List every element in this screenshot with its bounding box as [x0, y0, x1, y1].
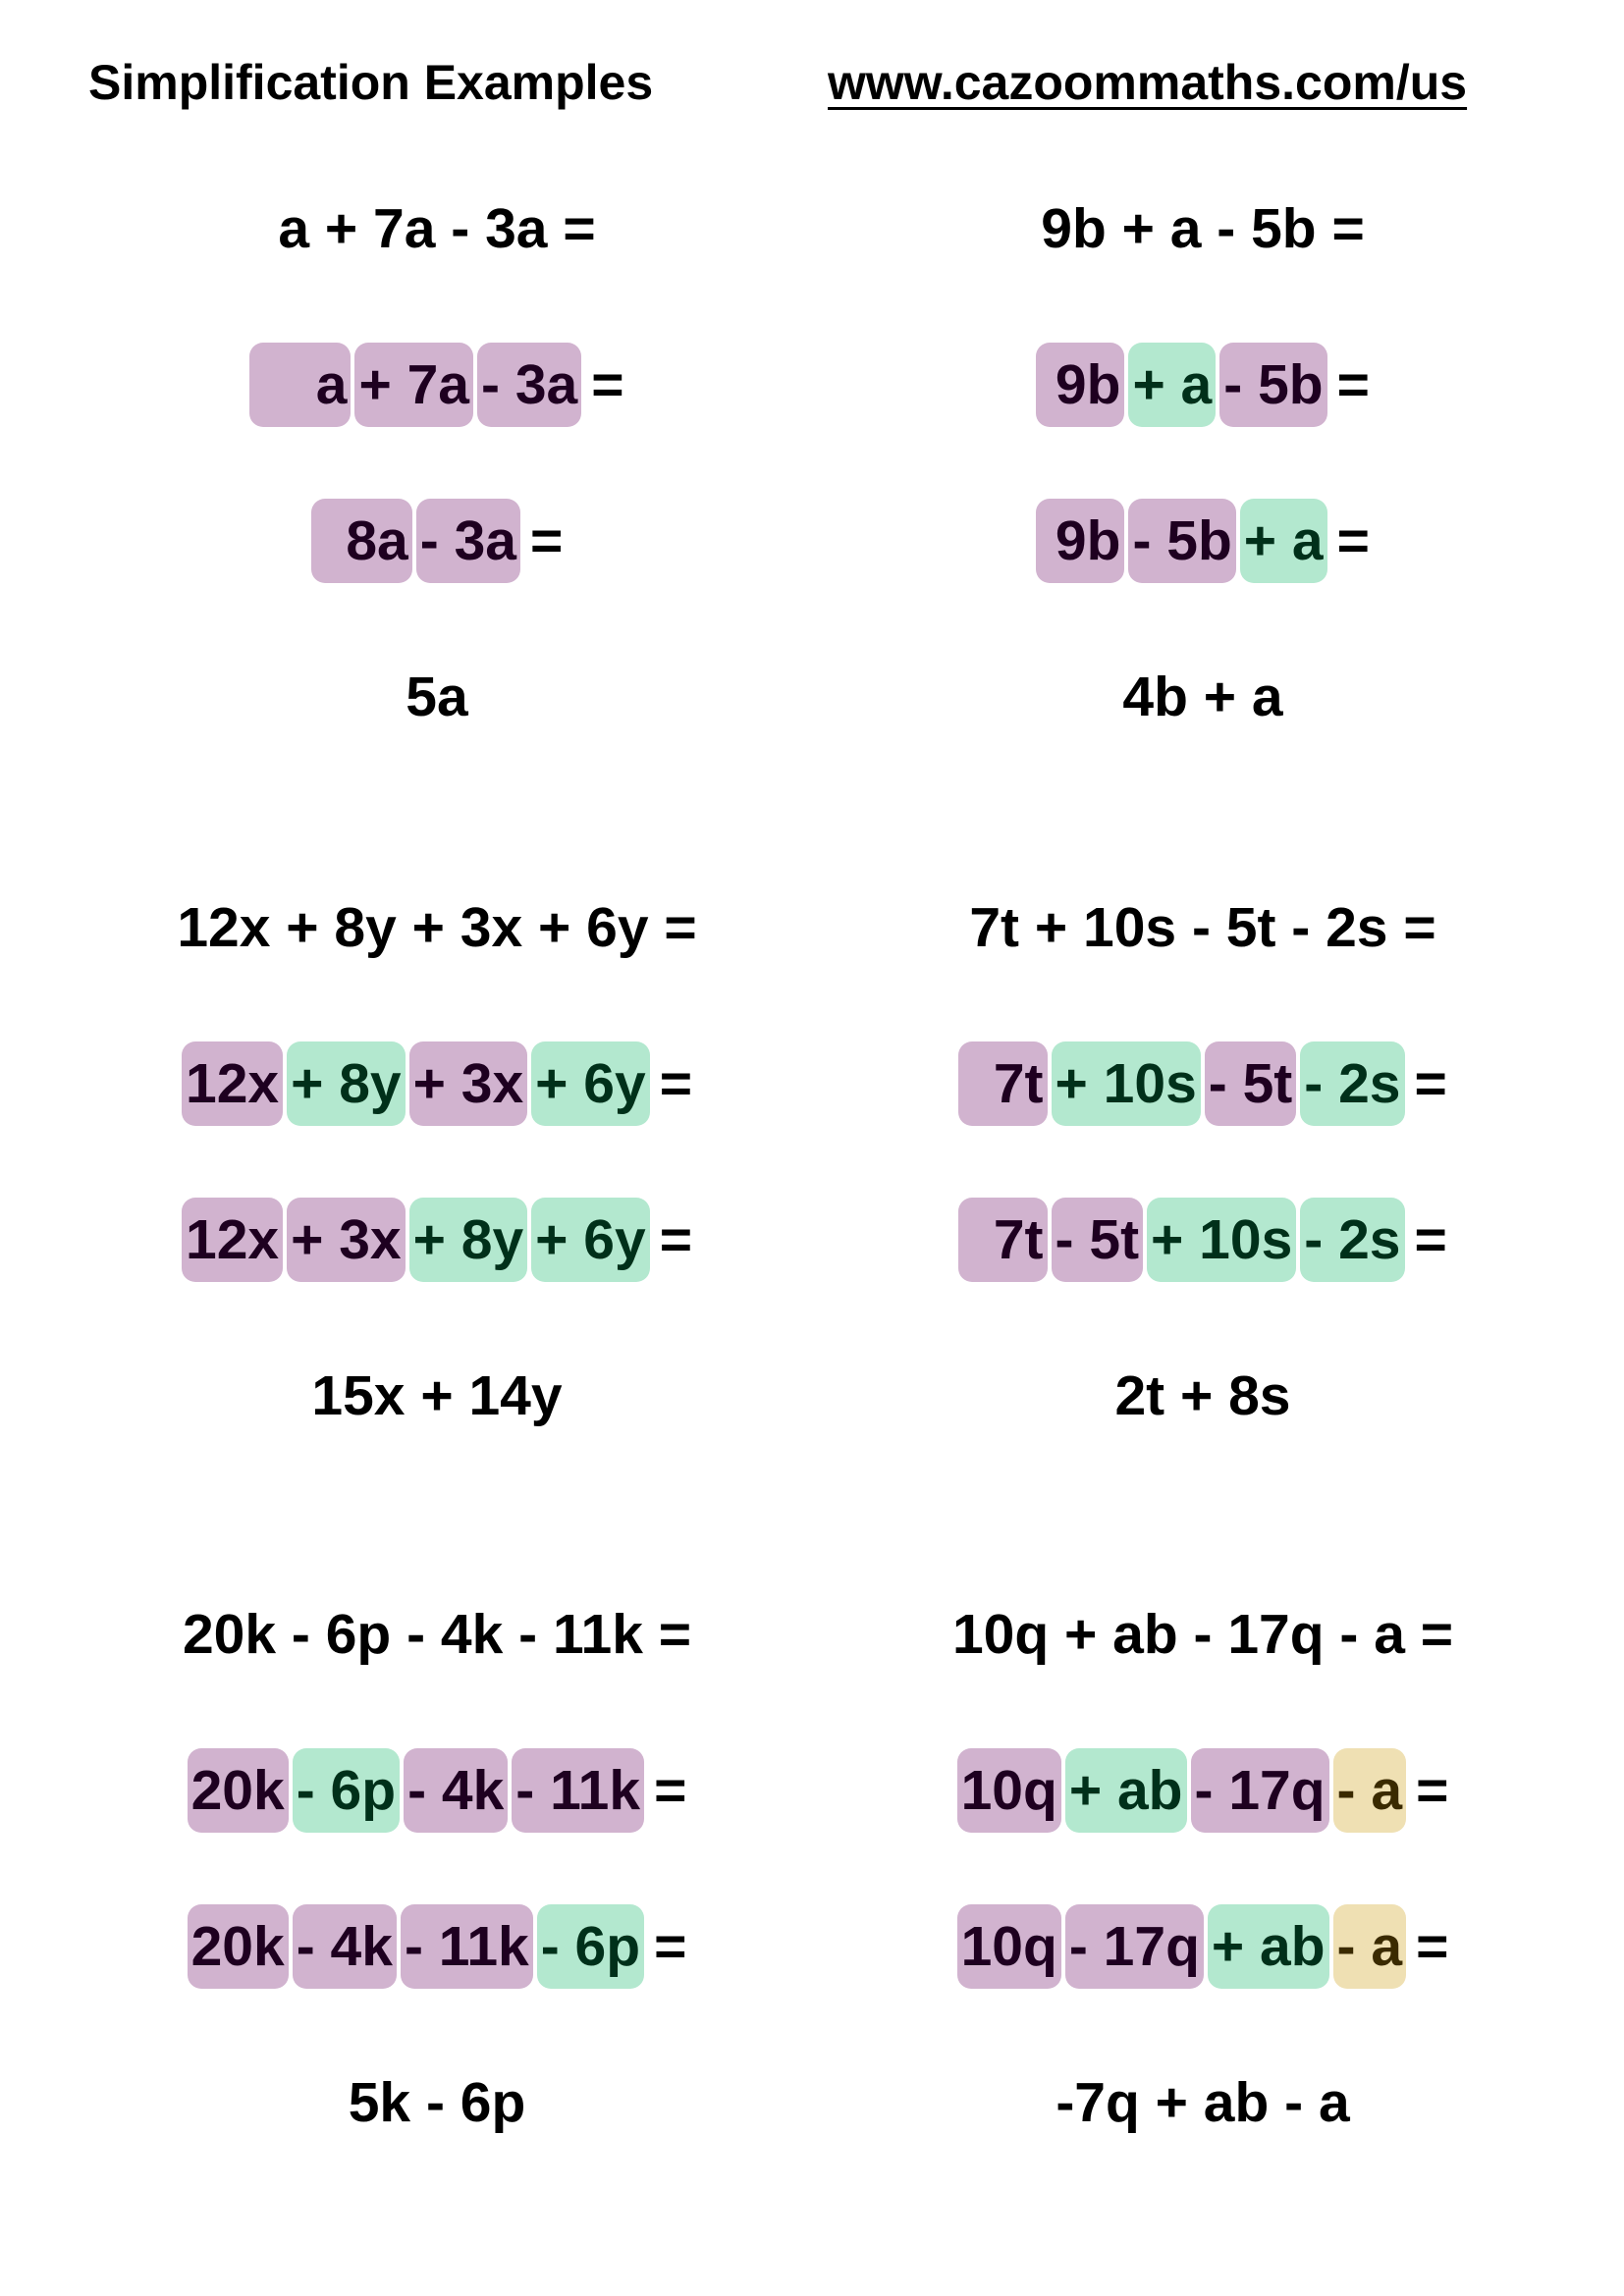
example-step: 9b - 5b + a =	[830, 497, 1576, 585]
term-chip-yellow: - a	[1332, 1904, 1407, 1989]
term-chip-green: + 10s	[1051, 1041, 1201, 1126]
example-step: 12x + 8y + 3x + 6y =	[64, 1040, 810, 1128]
example-answer: 15x + 14y	[311, 1364, 563, 1427]
term-chip-purple: - 11k	[400, 1904, 533, 1989]
example-expression: 10q + ab - 17q - a =	[951, 1603, 1454, 1666]
example-answer: 4b + a	[1122, 666, 1283, 728]
term-chip-purple: + 3x	[408, 1041, 528, 1126]
term-chip-green: - 2s	[1300, 1198, 1405, 1282]
equals-sign: =	[654, 1915, 687, 1978]
term-chip-purple: - 5b	[1219, 343, 1327, 427]
equals-sign: =	[1336, 509, 1370, 572]
example-step: 20k - 4k - 11k - 6p =	[64, 1902, 810, 1991]
term-chip-purple: - 5t	[1204, 1041, 1297, 1126]
example-expression: 9b + a - 5b =	[1041, 197, 1365, 260]
example-answer: -7q + ab - a	[1056, 2071, 1350, 2134]
term-chip-green: - 2s	[1300, 1041, 1405, 1126]
example-step: 8a - 3a =	[64, 497, 810, 585]
example-step: 10q - 17q + ab - a =	[830, 1902, 1576, 1991]
term-chip-green: + 8y	[408, 1198, 528, 1282]
example-expression: a + 7a - 3a =	[278, 197, 596, 260]
term-chip-purple: a	[249, 343, 352, 427]
term-chip-purple: 9b	[1036, 499, 1125, 583]
term-chip-purple: 10q	[956, 1748, 1061, 1833]
term-chip-purple: - 11k	[512, 1748, 645, 1833]
term-chip-purple: + 3x	[287, 1198, 406, 1282]
term-chip-green: + a	[1128, 343, 1217, 427]
equals-sign: =	[1414, 1208, 1447, 1271]
term-chip-purple: 20k	[187, 1904, 289, 1989]
term-chip-green: + ab	[1207, 1904, 1329, 1989]
term-chip-purple: 7t	[958, 1198, 1048, 1282]
term-chip-purple: 8a	[310, 499, 412, 583]
term-chip-purple: 9b	[1036, 343, 1125, 427]
equals-sign: =	[1336, 353, 1370, 416]
term-chip-purple: - 4k	[404, 1748, 509, 1833]
example-answer: 5k - 6p	[348, 2071, 526, 2134]
term-chip-green: + 10s	[1147, 1198, 1297, 1282]
term-chip-green: - 6p	[292, 1748, 401, 1833]
term-chip-purple: + 7a	[354, 343, 474, 427]
example-answer: 5a	[406, 666, 468, 728]
term-chip-purple: - 5b	[1128, 499, 1236, 583]
equals-sign: =	[654, 1759, 687, 1822]
term-chip-purple: - 3a	[477, 343, 582, 427]
example-step: 20k - 6p - 4k - 11k =	[64, 1746, 810, 1835]
term-chip-purple: - 17q	[1190, 1748, 1329, 1833]
website-link[interactable]: www.cazoommaths.com/us	[828, 55, 1468, 110]
example-step: 9b + a- 5b =	[830, 341, 1576, 429]
term-chip-purple: 12x	[182, 1198, 284, 1282]
term-chip-purple: - 3a	[415, 499, 520, 583]
term-chip-purple: - 5t	[1051, 1198, 1144, 1282]
equals-sign: =	[659, 1208, 692, 1271]
equals-sign: =	[1416, 1915, 1449, 1978]
example-step: 10q + ab - 17q - a =	[830, 1746, 1576, 1835]
example-expression: 7t + 10s - 5t - 2s =	[969, 896, 1436, 959]
term-chip-purple: 12x	[182, 1041, 284, 1126]
example-answer: 2t + 8s	[1114, 1364, 1291, 1427]
equals-sign: =	[1414, 1052, 1447, 1115]
equals-sign: =	[530, 509, 564, 572]
equals-sign: =	[591, 353, 624, 416]
term-chip-purple: 7t	[958, 1041, 1048, 1126]
equals-sign: =	[659, 1052, 692, 1115]
term-chip-green: + 8y	[287, 1041, 406, 1126]
example-expression: 20k - 6p - 4k - 11k =	[182, 1603, 692, 1666]
example-step: 12x + 3x + 8y + 6y =	[64, 1196, 810, 1284]
term-chip-purple: - 17q	[1064, 1904, 1204, 1989]
term-chip-purple: - 4k	[292, 1904, 397, 1989]
equals-sign: =	[1416, 1759, 1449, 1822]
example-expression: 12x + 8y + 3x + 6y =	[177, 896, 697, 959]
page-title: Simplification Examples	[88, 55, 654, 110]
term-chip-green: + ab	[1064, 1748, 1187, 1833]
term-chip-green: - 6p	[536, 1904, 645, 1989]
example-step: 7t + 10s - 5t - 2s =	[830, 1040, 1576, 1128]
term-chip-green: + 6y	[531, 1198, 650, 1282]
term-chip-purple: 10q	[956, 1904, 1061, 1989]
example-step: a + 7a - 3a =	[64, 341, 810, 429]
term-chip-yellow: - a	[1332, 1748, 1407, 1833]
example-step: 7t - 5t + 10s - 2s =	[830, 1196, 1576, 1284]
term-chip-green: + 6y	[531, 1041, 650, 1126]
term-chip-green: + a	[1239, 499, 1327, 583]
term-chip-purple: 20k	[187, 1748, 289, 1833]
